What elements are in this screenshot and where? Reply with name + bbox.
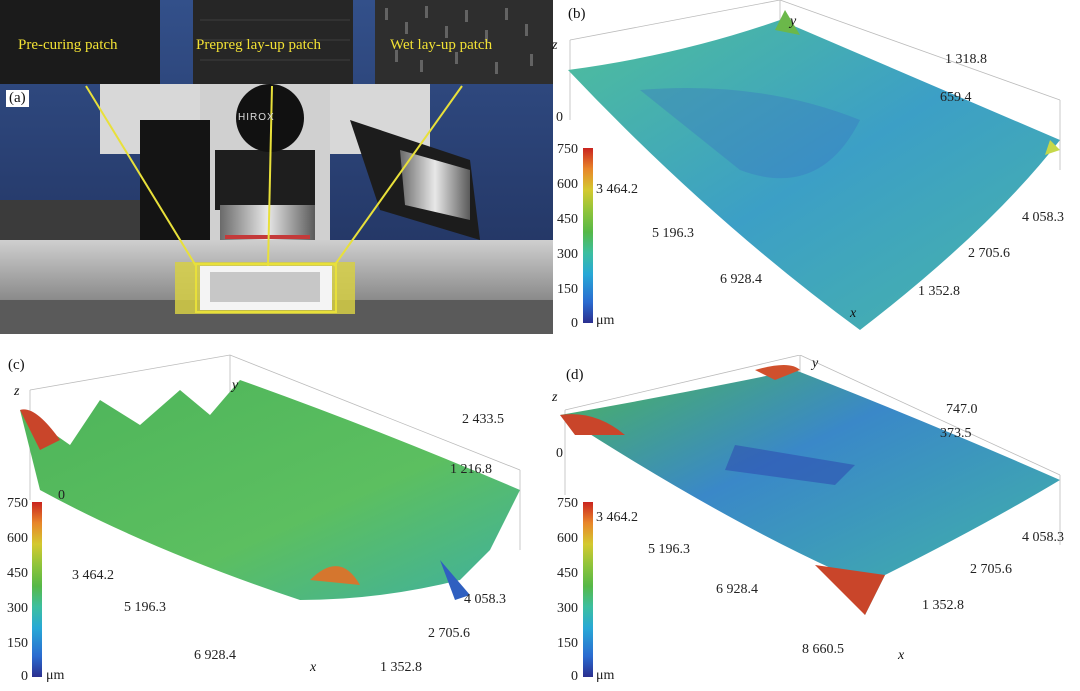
panel-b-unit: μm [596,313,615,328]
panel-d-y-tick: 373.5 [940,426,972,441]
panel-b-x2-tick: 1 352.8 [918,284,960,299]
panel-d-y-tick: 747.0 [946,402,978,417]
microscope-photo: (a) Pre-curing patch Prepreg lay-up patc… [0,0,553,334]
panel-d-unit: μm [596,668,615,683]
microscope-illustration [0,0,553,334]
panel-d-x-axis: x [898,648,905,663]
panel-c-y-tick: 2 433.5 [462,412,504,427]
panel-b-x-axis: x [850,306,857,321]
panel-c-x-tick: 6 928.4 [194,648,236,663]
panel-c-unit: μm [46,668,65,683]
panel-b-y-tick: 659.4 [940,90,972,105]
panel-b-x-tick: 6 928.4 [720,272,762,287]
prepreg-patch-label: Prepreg lay-up patch [196,37,321,53]
panel-b-cb-label: 0 [571,316,578,331]
surface-b [568,20,1060,330]
panel-c-cb-label: 150 [7,636,28,651]
panel-c-cb-label: 750 [7,496,28,511]
panel-d-surface-plot [560,355,1061,615]
panel-c-x-tick: 5 196.3 [124,600,166,615]
panel-c-cb-label: 0 [21,669,28,684]
panel-b-x-tick: 3 464.2 [596,182,638,197]
panel-b-y-tick: 0 [556,110,563,125]
pre-curing-patch-image [0,0,160,84]
panel-d-cb-label: 150 [557,636,578,651]
panel-d-y-axis: y [812,356,819,371]
panel-d-x2-tick: 2 705.6 [970,562,1012,577]
panel-b-x2-tick: 2 705.6 [968,246,1010,261]
panel-c-x2-tick: 1 352.8 [380,660,422,675]
panel-d-label: (d) [566,367,584,383]
panel-b-x2-tick: 4 058.3 [1022,210,1064,225]
panel-d-cb-label: 750 [557,496,578,511]
panel-b-cb-label: 450 [557,212,578,227]
panel-c-y-tick: 1 216.8 [450,462,492,477]
panel-d-cb-label: 450 [557,566,578,581]
panel-d-x-tick: 6 928.4 [716,582,758,597]
panel-b-cb-label: 600 [557,177,578,192]
panel-c-y-axis: y [232,378,239,393]
wet-layup-patch-image [375,0,553,84]
panel-a-label: (a) [6,90,29,107]
panel-b-cb-label: 750 [557,142,578,157]
surface-c [20,380,520,600]
wet-layup-patch-label: Wet lay-up patch [390,37,493,53]
panel-d-colorbar [583,502,593,677]
panel-c-x-tick: 3 464.2 [72,568,114,583]
panel-d-x2-tick: 1 352.8 [922,598,964,613]
panel-d-x-tick: 3 464.2 [596,510,638,525]
panel-c-surface-plot [20,354,521,600]
panel-b-y-axis: y [790,14,797,29]
panel-b-y-tick: 1 318.8 [945,52,987,67]
panel-b-z-axis: z [552,38,558,53]
brand-logo-text: HIROX [238,112,275,123]
panel-c-label: (c) [8,357,25,373]
surface-d [560,370,1060,615]
panel-c-z-axis: z [14,384,20,399]
panel-c-y-tick: 0 [58,488,65,503]
panel-d-z-axis: z [552,390,558,405]
panel-b-surface-plot [568,0,1061,330]
panel-d-cb-label: 0 [571,669,578,684]
panel-c-x2-tick: 2 705.6 [428,626,470,641]
panel-d-x2-tick: 4 058.3 [1022,530,1064,545]
panel-b-x-tick: 5 196.3 [652,226,694,241]
panel-c-cb-label: 300 [7,601,28,616]
panel-c-x2-tick: 4 058.3 [464,592,506,607]
panel-c-cb-label: 450 [7,566,28,581]
panel-d-cb-label: 300 [557,601,578,616]
panel-d-x-tick: 8 660.5 [802,642,844,657]
pre-curing-patch-label: Pre-curing patch [18,37,118,53]
panel-d-cb-label: 600 [557,531,578,546]
panel-d-x-tick: 5 196.3 [648,542,690,557]
panel-b-label: (b) [568,6,586,22]
prepreg-patch-image [193,0,353,84]
panel-b-cb-label: 150 [557,282,578,297]
panel-c-x-axis: x [310,660,317,675]
panel-d-y-tick: 0 [556,446,563,461]
panel-b-cb-label: 300 [557,247,578,262]
panel-b-colorbar [583,148,593,323]
panel-c-cb-label: 600 [7,531,28,546]
panel-c-colorbar [32,502,42,677]
